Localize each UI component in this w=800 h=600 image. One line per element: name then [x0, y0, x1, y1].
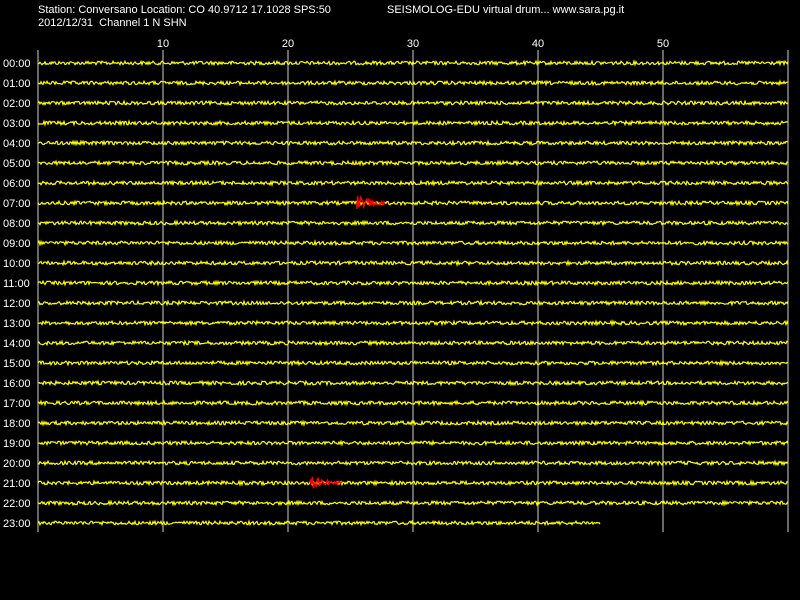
- trace-18:00: [37, 419, 789, 427]
- x-tick-label: 20: [282, 38, 294, 50]
- row-label: 09:00: [3, 238, 31, 250]
- row-label: 13:00: [3, 318, 31, 330]
- row-label: 08:00: [3, 218, 31, 230]
- trace-01:00: [37, 79, 789, 87]
- station-info: Station: Conversano Location: CO 40.9712…: [38, 4, 331, 16]
- trace-12:00: [37, 299, 789, 307]
- trace-10:00: [37, 259, 789, 267]
- trace-13:00: [37, 319, 789, 328]
- trace-20:00: [37, 459, 789, 467]
- trace-03:00: [37, 119, 789, 127]
- row-label: 02:00: [3, 98, 31, 110]
- row-label: 10:00: [3, 258, 31, 270]
- row-label: 22:00: [3, 498, 31, 510]
- row-label: 06:00: [3, 178, 31, 190]
- row-label: 20:00: [3, 458, 31, 470]
- trace-15:00: [37, 359, 789, 367]
- row-label: 03:00: [3, 118, 31, 130]
- trace-00:00: [37, 59, 789, 67]
- date-channel-info: 2012/12/31 Channel 1 N SHN: [38, 17, 187, 29]
- x-tick-label: 50: [657, 38, 669, 50]
- trace-08:00: [37, 219, 789, 227]
- trace-16:00: [37, 379, 789, 387]
- row-label: 12:00: [3, 298, 31, 310]
- trace-07:00: [37, 199, 789, 207]
- row-label: 17:00: [3, 398, 31, 410]
- x-tick-label: 40: [532, 38, 544, 50]
- trace-19:00: [37, 439, 789, 447]
- row-label: 18:00: [3, 418, 31, 430]
- x-tick-label: 30: [407, 38, 419, 50]
- row-label: 21:00: [3, 478, 31, 490]
- row-label: 23:00: [3, 518, 31, 530]
- trace-06:00: [37, 179, 789, 187]
- trace-11:00: [37, 279, 789, 287]
- row-label: 19:00: [3, 438, 31, 450]
- row-label: 00:00: [3, 58, 31, 70]
- event-07:00: [356, 195, 386, 210]
- trace-21:00: [37, 479, 789, 487]
- row-label: 01:00: [3, 78, 31, 90]
- row-label: 14:00: [3, 338, 31, 350]
- event-21:00: [309, 476, 343, 489]
- trace-17:00: [37, 399, 789, 407]
- trace-14:00: [37, 339, 789, 347]
- x-tick-label: 10: [157, 38, 169, 50]
- trace-04:00: [37, 139, 789, 147]
- row-label: 05:00: [3, 158, 31, 170]
- row-label: 07:00: [3, 198, 31, 210]
- trace-02:00: [37, 99, 789, 107]
- trace-05:00: [37, 159, 789, 167]
- trace-22:00: [37, 499, 789, 507]
- row-label: 15:00: [3, 358, 31, 370]
- row-label: 04:00: [3, 138, 31, 150]
- row-label: 11:00: [3, 278, 30, 290]
- trace-09:00: [37, 239, 789, 247]
- app-title: SEISMOLOG-EDU virtual drum... www.sara.p…: [387, 4, 625, 16]
- trace-23:00: [37, 519, 601, 527]
- row-label: 16:00: [3, 378, 31, 390]
